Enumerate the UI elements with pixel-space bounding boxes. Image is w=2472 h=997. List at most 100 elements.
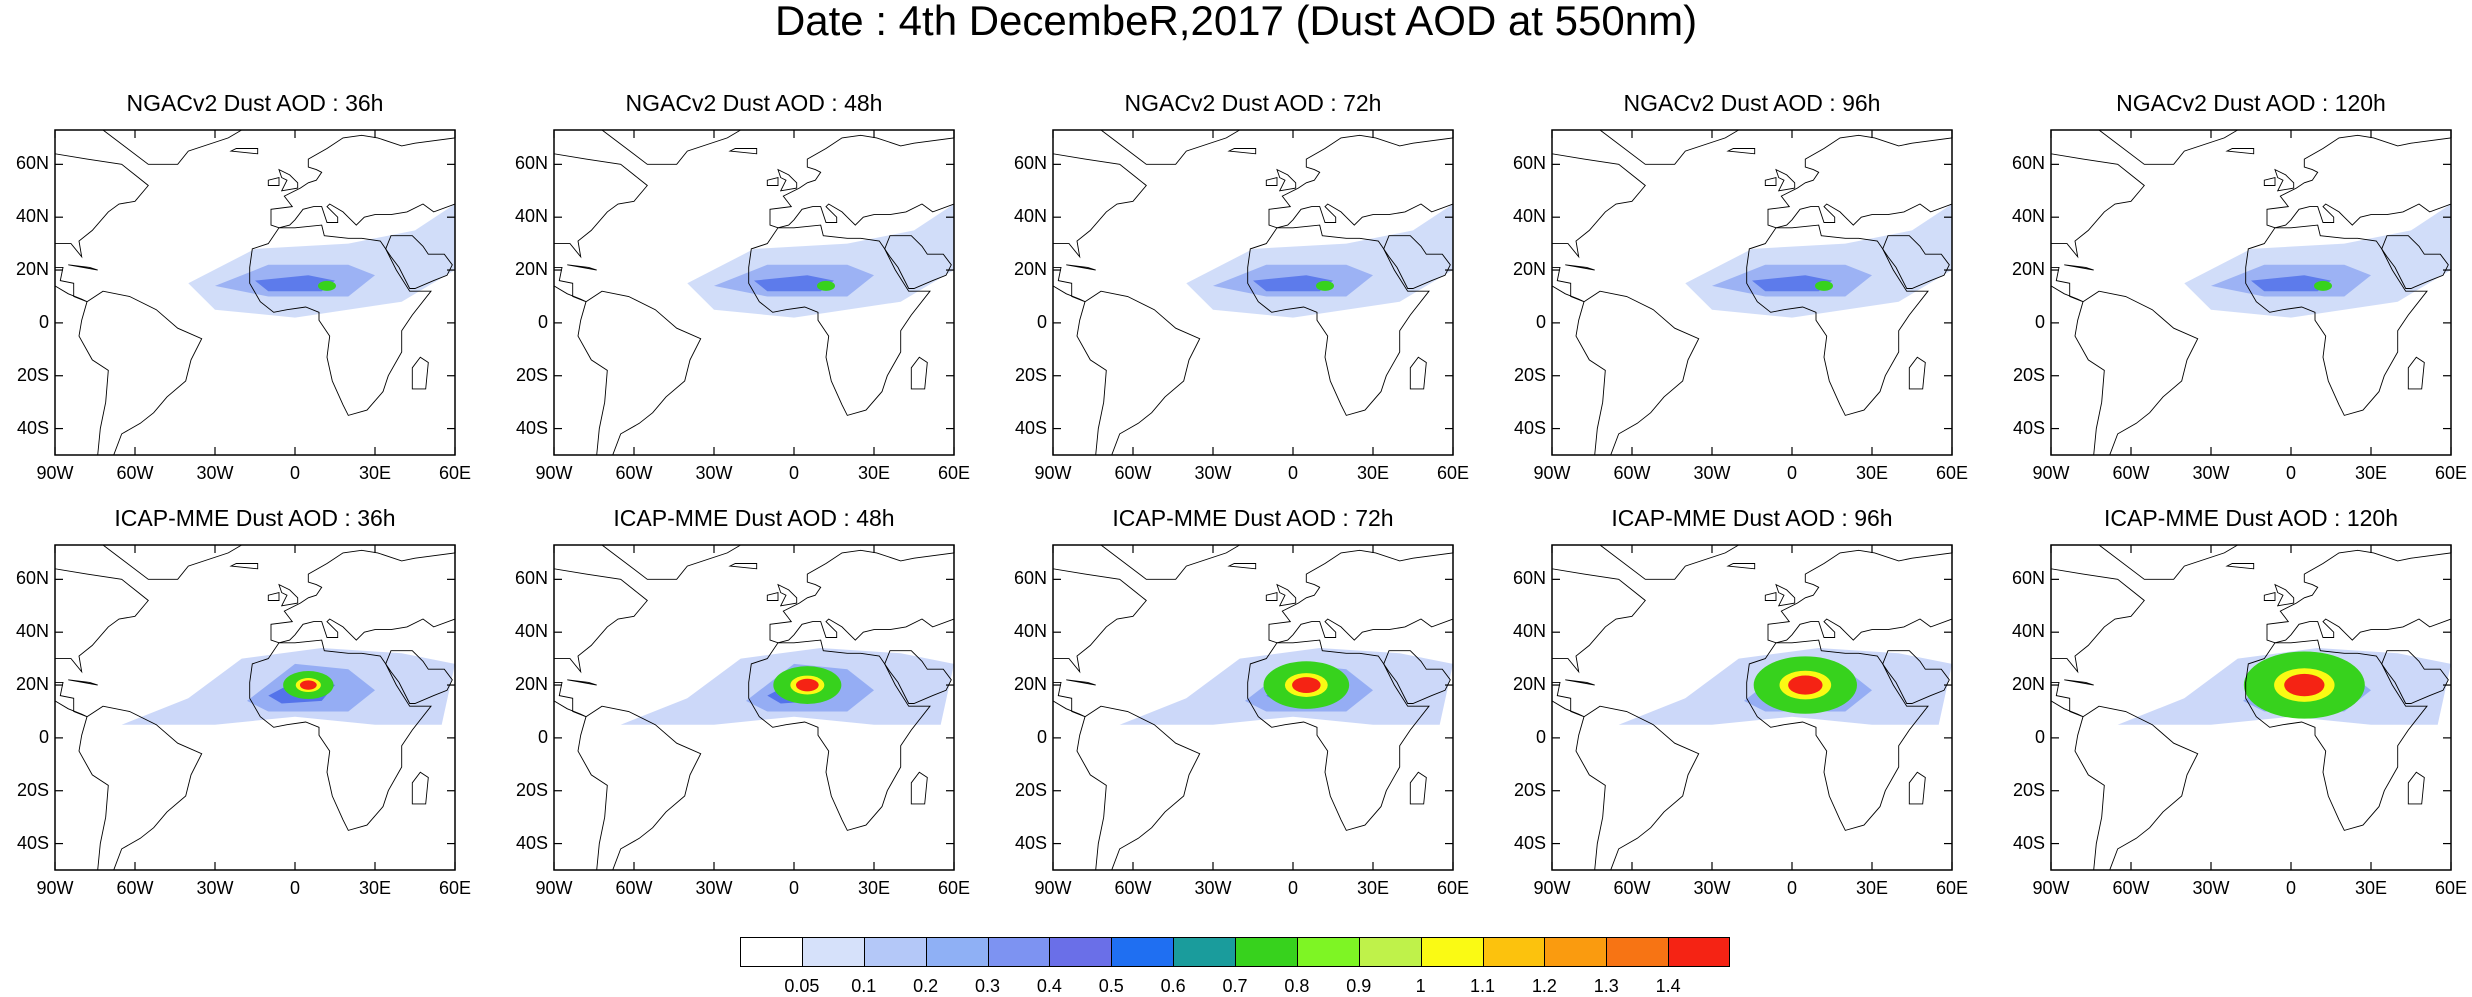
coastline [2050,130,2145,259]
lat-tick-label: 60N [2011,568,2045,589]
coastline [411,356,429,390]
colorbar-tick-label: 0.8 [1284,976,1310,996]
lat-tick-label: 20S [2012,779,2045,800]
lat-tick-label: 60N [1512,153,1546,174]
lon-tick-label: 30W [1693,878,1731,898]
lat-tick-label: 20S [515,364,548,385]
coastline [728,563,758,570]
panel-title: NGACv2 Dust AOD : 36h [126,90,384,116]
lon-tick-label: 60E [438,463,472,483]
coastline [1775,583,1796,607]
colorbar-tick-label: 0.9 [1346,976,1372,996]
map-panel-icap-mme-3: ICAP-MME Dust AOD : 96h 60N 40N 20N 0 20S 40S 9… [1513,505,1968,905]
lon-tick-label: 90W [1034,878,1072,898]
coastline [600,129,743,165]
lat-tick-label: 40N [1013,621,1047,642]
panel-title: ICAP-MME Dust AOD : 120h [2104,505,2398,531]
panel-title: ICAP-MME Dust AOD : 96h [1611,505,1893,531]
coastline [567,679,597,686]
coastline [1265,177,1278,186]
dust-hotspot [1788,675,1823,695]
map-plot [2050,544,2452,871]
coastline [1227,148,1257,155]
colorbar-tick-label: 1.1 [1469,976,1496,996]
colorbar-tick-label: 0.7 [1222,976,1248,996]
map-frame [1052,544,1454,871]
colorbar [740,937,1730,967]
lat-tick-label: 20N [514,674,548,695]
colorbar-swatch [1235,937,1297,967]
coastline [2097,129,2240,165]
lon-tick-label: 30W [1693,463,1731,483]
lon-tick-label: 60W [1114,878,1152,898]
dust-hotspot [318,280,336,291]
coastline [411,771,429,805]
lon-tick-label: 0 [1786,463,1797,483]
map-frame [553,129,955,456]
map-plot [2050,129,2452,456]
lat-tick-label: 40S [16,832,49,853]
lat-tick-label: 0 [537,726,548,747]
lat-tick-label: 60N [1013,568,1047,589]
lon-tick-label: 60E [438,878,472,898]
lon-tick-label: 0 [1786,878,1797,898]
map-panel-icap-mme-1: ICAP-MME Dust AOD : 48h 60N 40N 20N 0 20S 40S 9… [515,505,970,905]
lat-tick-label: 20S [2012,364,2045,385]
coastline [1276,168,1297,192]
lon-tick-label: 60W [116,463,154,483]
lon-tick-label: 90W [1533,463,1571,483]
lat-tick-label: 40N [514,621,548,642]
lat-tick-label: 0 [38,726,49,747]
map-frame [2050,129,2452,456]
coastline [910,771,928,805]
lon-tick-label: 90W [1533,878,1571,898]
coastline [1076,705,1201,871]
coastline [1767,549,1953,644]
coastline [1726,563,1756,570]
colorbar-tick-label: 0.05 [784,976,820,996]
lon-tick-label: 30W [1194,878,1232,898]
dust-hotspot [817,280,835,291]
lat-tick-label: 40N [1512,206,1546,227]
lon-tick-label: 90W [535,878,573,898]
lon-tick-label: 0 [788,463,799,483]
lon-tick-label: 30E [1356,878,1390,898]
colorbar-tick-label: 0.2 [913,976,939,996]
colorbar-swatch [987,937,1050,967]
coastline [1565,264,1595,271]
lat-tick-label: 0 [1036,311,1047,332]
map-frame [54,544,456,871]
coastline [769,134,955,229]
lon-tick-label: 30E [857,878,891,898]
coastline [1598,129,1741,165]
lon-tick-label: 60W [615,878,653,898]
coastline [2064,679,2094,686]
lat-tick-label: 0 [2034,311,2045,332]
map-plot [54,544,456,871]
lat-tick-label: 40N [514,206,548,227]
coastline [1598,544,1741,580]
coastline [2225,148,2255,155]
lon-tick-label: 60W [2112,878,2150,898]
coastline [1726,148,1756,155]
lat-tick-label: 40N [15,206,49,227]
panel-title: ICAP-MME Dust AOD : 36h [114,505,396,531]
coastline [1066,264,1096,271]
coastline [2266,549,2452,644]
coastline [600,544,743,580]
coastline [1575,290,1700,456]
coastline [278,583,299,607]
colorbar-swatch [1358,937,1421,967]
map-plot [1052,544,1454,871]
coastline [2245,639,2428,831]
map-plot [1551,129,1953,456]
map-plot [553,544,955,871]
lon-tick-label: 60E [1436,463,1470,483]
coastline [101,129,244,165]
coastline [777,583,798,607]
panel-title: NGACv2 Dust AOD : 72h [1124,90,1382,116]
lat-tick-label: 20S [1513,364,1546,385]
lat-tick-label: 20S [515,779,548,800]
coastline [1265,592,1278,601]
lat-tick-label: 20N [1013,674,1047,695]
